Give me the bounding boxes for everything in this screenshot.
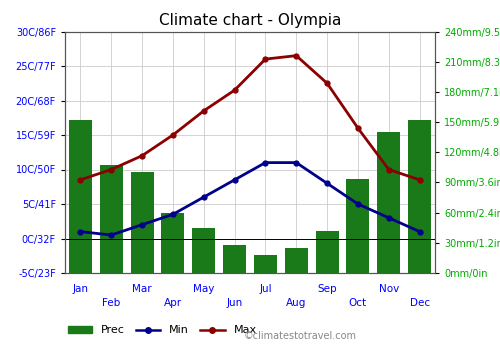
Bar [254, 255, 277, 273]
Text: Aug: Aug [286, 298, 306, 308]
Legend: Prec, Min, Max: Prec, Min, Max [63, 321, 261, 340]
Bar [377, 132, 400, 273]
Text: Oct: Oct [349, 298, 367, 308]
Text: Jan: Jan [72, 284, 88, 294]
Bar [223, 245, 246, 273]
Text: Nov: Nov [378, 284, 399, 294]
Text: Apr: Apr [164, 298, 182, 308]
Text: Jul: Jul [259, 284, 272, 294]
Bar [284, 248, 308, 273]
Text: Dec: Dec [410, 298, 430, 308]
Text: Sep: Sep [318, 284, 337, 294]
Bar [69, 120, 92, 273]
Text: ©climatestotravel.com: ©climatestotravel.com [244, 331, 356, 341]
Bar [408, 120, 431, 273]
Text: May: May [193, 284, 214, 294]
Text: Jun: Jun [226, 298, 242, 308]
Text: Feb: Feb [102, 298, 120, 308]
Bar [346, 180, 370, 273]
Bar [316, 231, 338, 273]
Bar [100, 165, 123, 273]
Bar [162, 213, 184, 273]
Title: Climate chart - Olympia: Climate chart - Olympia [159, 13, 341, 28]
Bar [130, 173, 154, 273]
Text: Mar: Mar [132, 284, 152, 294]
Bar [192, 228, 216, 273]
